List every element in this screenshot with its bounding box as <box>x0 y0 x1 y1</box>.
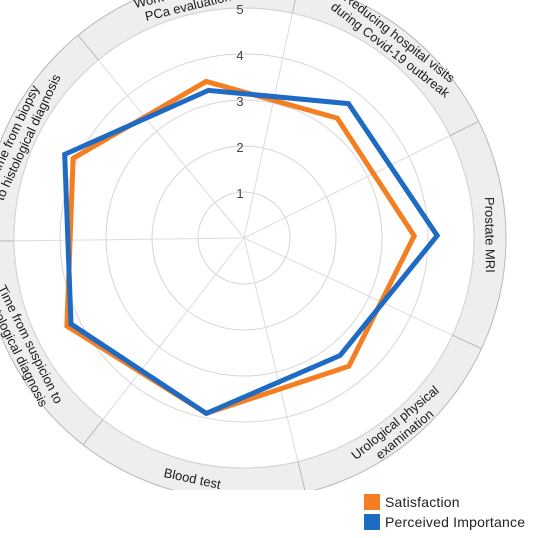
spoke <box>97 59 245 239</box>
outer-ring-edge <box>0 0 507 490</box>
legend-item-perceived-importance: Perceived Importance <box>364 512 525 532</box>
ring-divider <box>449 120 479 137</box>
spoke <box>243 135 451 239</box>
spoke <box>243 13 293 239</box>
ring-divider <box>82 419 104 446</box>
grid-ring-4 <box>59 53 429 423</box>
grid-ring-3 <box>105 99 383 377</box>
grid-ring-1 <box>197 191 291 285</box>
legend: Satisfaction Perceived Importance <box>364 492 525 532</box>
legend-label-perceived-importance: Perceived Importance <box>385 514 526 530</box>
tick-label: 5 <box>236 2 243 17</box>
ring-divider <box>297 461 306 490</box>
series-line-perceived-importance <box>62 87 441 417</box>
grid <box>0 0 482 490</box>
series <box>62 78 441 417</box>
spoke <box>243 237 299 462</box>
tick-label: 2 <box>236 140 243 155</box>
legend-swatch-satisfaction <box>364 494 380 510</box>
legend-swatch-perceived-importance <box>364 514 380 530</box>
grid-ring-2 <box>151 145 337 331</box>
ring-divider <box>77 34 99 61</box>
ring-divider <box>452 334 482 350</box>
tick-label: 3 <box>236 94 243 109</box>
grid-ring-5 <box>13 7 475 469</box>
spoke <box>243 237 453 336</box>
tick-labels: 1 2 3 4 5 <box>236 2 243 201</box>
spoke <box>102 237 245 420</box>
spoke <box>14 237 245 242</box>
legend-label-satisfaction: Satisfaction <box>385 494 460 510</box>
legend-item-satisfaction: Satisfaction <box>364 492 525 512</box>
category-label: Prostate MRI <box>482 197 498 273</box>
outer-ring-band <box>0 0 506 490</box>
tick-label: 4 <box>236 48 243 63</box>
ring-divider <box>291 0 296 14</box>
tick-label: 1 <box>236 186 243 201</box>
